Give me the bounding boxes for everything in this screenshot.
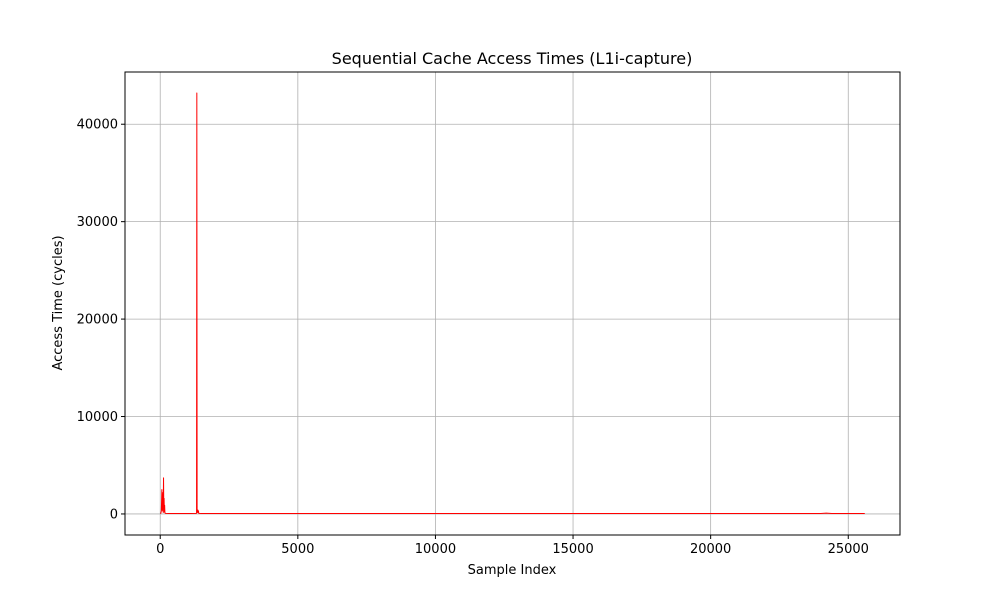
plot-area xyxy=(125,72,900,535)
plot-frame xyxy=(124,71,901,536)
x-tick-label: 20000 xyxy=(690,542,731,557)
x-axis-label: Sample Index xyxy=(468,563,557,578)
y-tick-label: 20000 xyxy=(77,313,118,328)
x-tick-label: 10000 xyxy=(415,542,456,557)
x-tick-label: 0 xyxy=(156,542,164,557)
series-line-0 xyxy=(159,92,865,514)
series-layer xyxy=(159,92,865,514)
y-axis-label: Access Time (cycles) xyxy=(51,235,66,370)
y-tick-label: 30000 xyxy=(77,215,118,230)
x-tick-label: 25000 xyxy=(828,542,869,557)
x-tick-label: 15000 xyxy=(552,542,593,557)
y-tick-label: 10000 xyxy=(77,410,118,425)
y-tick-label: 40000 xyxy=(77,118,118,133)
y-tick-label: 0 xyxy=(110,507,118,522)
chart-title: Sequential Cache Access Times (L1i-captu… xyxy=(332,49,693,68)
x-tick-label: 5000 xyxy=(281,542,314,557)
ticks: 0 5000 10000 15000 20000 25000 0 10000 20000 3000… xyxy=(77,118,869,557)
